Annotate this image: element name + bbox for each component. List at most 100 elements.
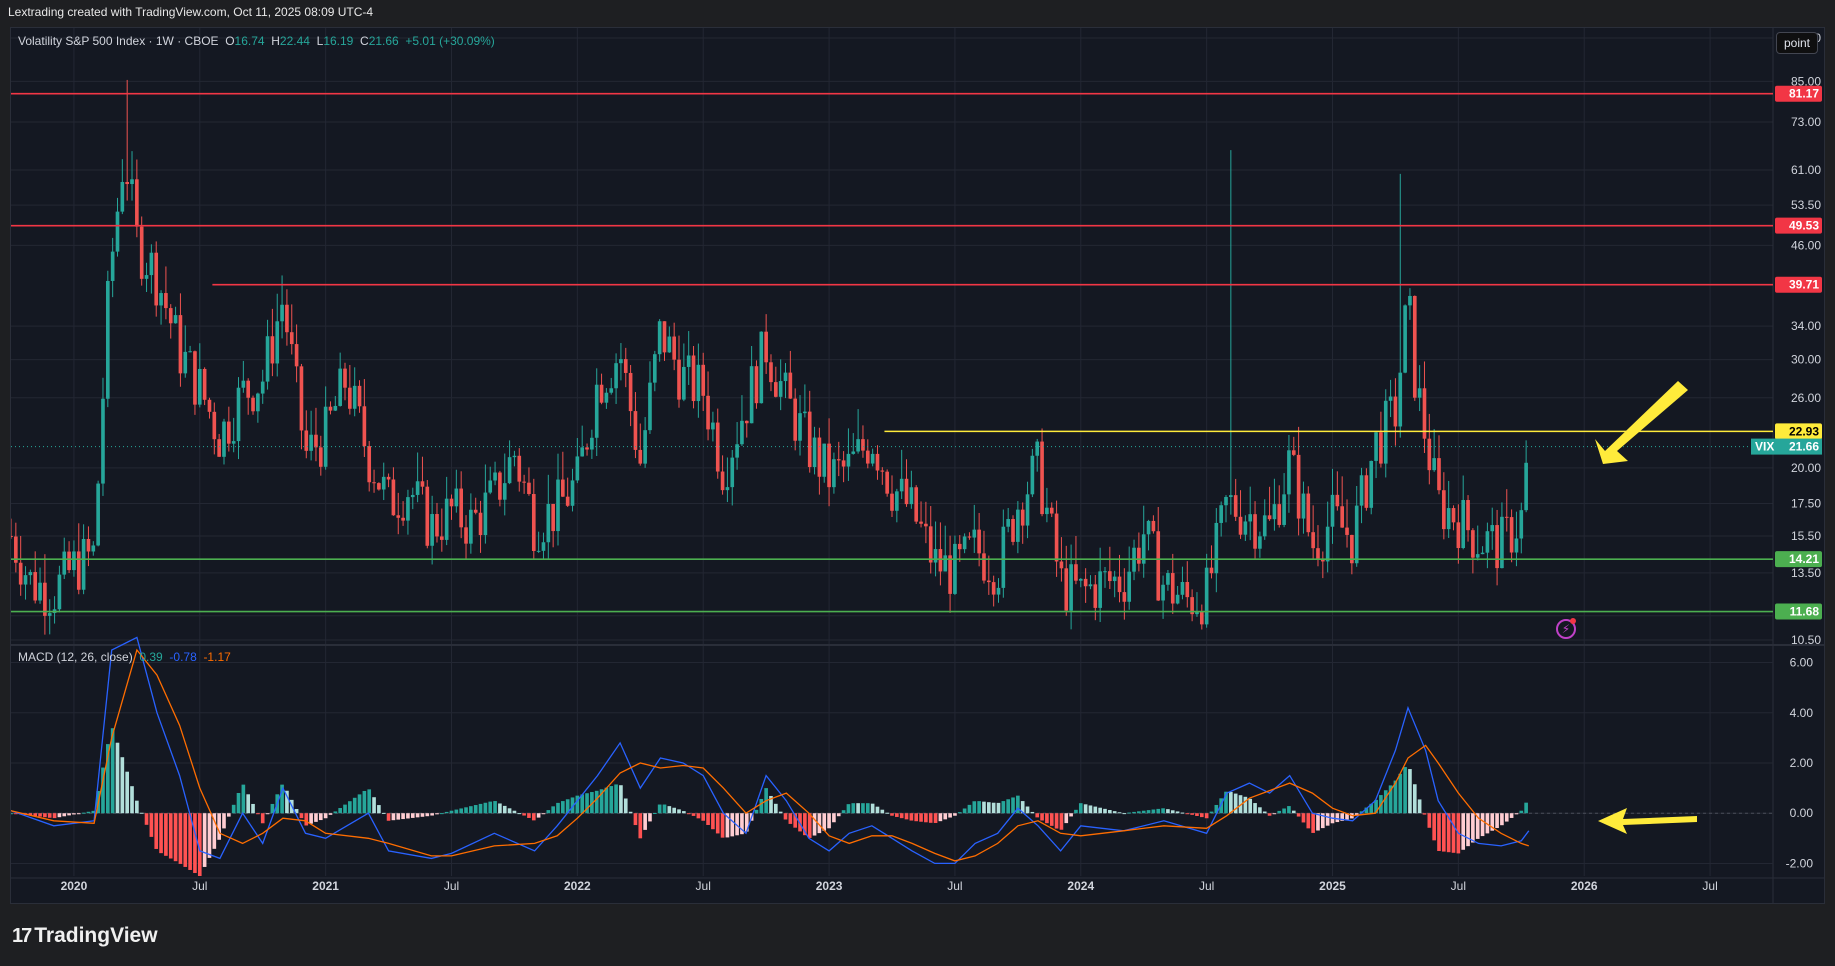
y-tick-label: 46.00 bbox=[1791, 238, 1821, 252]
macd-hist-bar bbox=[1141, 810, 1146, 814]
candle-body bbox=[1141, 534, 1146, 564]
macd-hist-bar bbox=[1446, 813, 1451, 853]
candle-body bbox=[623, 359, 628, 373]
candle-body bbox=[439, 536, 444, 540]
candle-body bbox=[1054, 513, 1059, 562]
price-and-macd-chart[interactable]: 2020 Jul 2021 Jul 2022 Jul 2023 Jul 2024 Jul 2025 J… bbox=[11, 28, 1824, 903]
macd-hist-bar bbox=[1480, 813, 1485, 837]
macd-hist-bar bbox=[706, 813, 710, 825]
macd-hist-bar bbox=[72, 813, 76, 815]
candle-body bbox=[435, 514, 439, 537]
candle-body bbox=[924, 523, 928, 527]
macd-hist-bar bbox=[769, 795, 773, 814]
macd-hist-bar bbox=[33, 813, 38, 817]
candle-body bbox=[430, 514, 434, 546]
candle-body bbox=[565, 496, 570, 506]
macd-hist-bar bbox=[459, 808, 464, 814]
price-scale-mode-button[interactable]: point bbox=[1776, 32, 1818, 54]
candle-body bbox=[144, 275, 149, 279]
macd-hist-bar bbox=[14, 813, 18, 815]
candle-body bbox=[865, 450, 870, 464]
candle-body bbox=[561, 479, 565, 497]
macd-hist-bar bbox=[546, 810, 551, 814]
macd-hist-bar bbox=[1262, 811, 1267, 814]
candle-body bbox=[783, 372, 788, 382]
symbol-legend: Volatility S&P 500 Index · 1W · CBOE O16… bbox=[18, 34, 495, 48]
macd-hist-bar bbox=[735, 813, 739, 836]
macd-hist-bar bbox=[469, 806, 473, 814]
macd-hist-bar bbox=[817, 813, 822, 834]
macd-hist-bar bbox=[473, 805, 478, 814]
x-tick-label: Jul bbox=[192, 879, 207, 893]
candle-body bbox=[1098, 571, 1102, 608]
candle-body bbox=[473, 509, 478, 513]
macd-hist-bar bbox=[410, 813, 415, 818]
candle-body bbox=[193, 351, 197, 405]
candle-body bbox=[212, 411, 217, 440]
candle-body bbox=[391, 479, 396, 516]
symbol-title: Volatility S&P 500 Index · 1W · CBOE bbox=[18, 34, 219, 48]
macd-hist-bar bbox=[188, 813, 192, 870]
candle-body bbox=[488, 480, 493, 493]
level-tag bbox=[1775, 423, 1822, 440]
macd-hist-bar bbox=[696, 813, 701, 819]
candle-body bbox=[396, 515, 401, 518]
macd-hist-bar bbox=[1451, 813, 1456, 853]
candle-body bbox=[798, 413, 802, 441]
alert-bolt-icon[interactable]: ⚡ bbox=[1556, 619, 1576, 639]
macd-hist-bar bbox=[943, 813, 948, 820]
macd-hist-bar bbox=[832, 813, 836, 823]
candle-body bbox=[338, 368, 342, 406]
level-label: 22.93 bbox=[1789, 424, 1819, 438]
macd-hist-bar bbox=[38, 813, 42, 817]
candle-body bbox=[1471, 530, 1475, 558]
macd-hist-bar bbox=[280, 784, 284, 814]
candle-body bbox=[638, 449, 643, 464]
macd-hist-bar bbox=[933, 813, 938, 823]
macd-hist-bar bbox=[1049, 813, 1054, 826]
macd-hist-bar bbox=[1069, 813, 1073, 817]
candle-body bbox=[43, 582, 47, 616]
chart-panel[interactable]: 2020 Jul 2021 Jul 2022 Jul 2023 Jul 2024 Jul 2025 J… bbox=[10, 27, 1825, 904]
macd-hist-bar bbox=[783, 813, 788, 820]
macd-hist-bar bbox=[686, 813, 691, 815]
level-label: 49.53 bbox=[1789, 219, 1819, 233]
macd-hist-bar bbox=[1093, 806, 1098, 814]
macd-line bbox=[11, 636, 1530, 865]
candle-body bbox=[493, 472, 497, 481]
macd-hist-bar bbox=[512, 810, 517, 814]
last-price-value: 21.66 bbox=[1789, 440, 1819, 454]
macd-hist-bar bbox=[715, 813, 720, 834]
candle-body bbox=[551, 503, 555, 532]
macd-hist-bar bbox=[1442, 813, 1446, 852]
macd-hist-bar bbox=[420, 813, 425, 817]
candle-body bbox=[1137, 547, 1141, 564]
macd-hist-bar bbox=[1195, 813, 1199, 816]
macd-hist-bar bbox=[652, 812, 657, 814]
candle-body bbox=[1199, 611, 1204, 625]
macd-hist-bar bbox=[1267, 813, 1272, 816]
macd-hist-bar bbox=[1514, 813, 1519, 815]
candle-body bbox=[23, 575, 28, 585]
macd-hist-bar bbox=[827, 813, 831, 829]
macd-hist-bar bbox=[991, 802, 996, 814]
candle-body bbox=[715, 422, 720, 472]
candle-body bbox=[1408, 295, 1412, 306]
macd-hist-bar bbox=[130, 786, 134, 814]
candle-body bbox=[1224, 496, 1228, 506]
x-tick-label: Jul bbox=[444, 879, 459, 893]
macd-hist-bar bbox=[957, 812, 962, 814]
macd-hist-bar bbox=[1127, 812, 1132, 814]
level-label: 11.68 bbox=[1790, 605, 1820, 619]
macd-hist-bar bbox=[904, 813, 909, 820]
candle-body bbox=[1108, 571, 1112, 582]
macd-hist-bar bbox=[885, 812, 889, 814]
candle-body bbox=[706, 395, 710, 430]
macd-hist-bar bbox=[193, 813, 197, 873]
macd-hist-bar bbox=[822, 813, 827, 831]
macd-hist-bar bbox=[1098, 807, 1102, 814]
candle-body bbox=[899, 478, 904, 492]
candle-body bbox=[1398, 372, 1403, 427]
macd-hist-bar bbox=[396, 813, 401, 820]
candle-body bbox=[928, 526, 933, 563]
